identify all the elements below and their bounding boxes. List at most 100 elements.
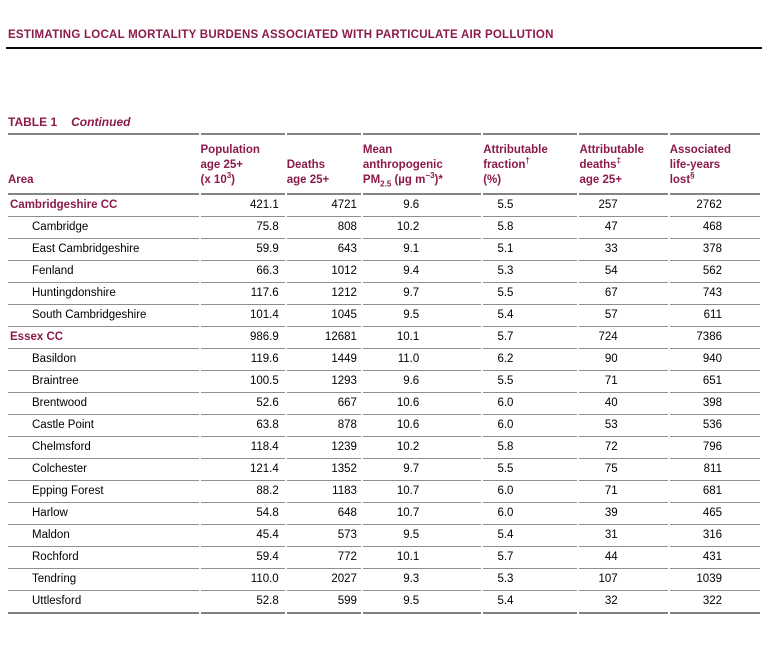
area-cell: South Cambridgeshire: [8, 305, 199, 327]
life-years-cell: 611: [669, 305, 760, 327]
pm25-cell: 10.2: [362, 217, 482, 239]
attributable-deaths-cell: 57: [579, 305, 668, 327]
deaths-cell: 1352: [286, 459, 361, 481]
col-header-attributable-fraction: Attributable fraction† (%): [483, 133, 578, 195]
table-row: Tendring 110.0 2027 9.3 5.3 107 1039: [8, 569, 760, 591]
attributable-fraction-cell: 6.0: [483, 481, 578, 503]
deaths-cell: 2027: [286, 569, 361, 591]
table-row: South Cambridgeshire 101.4 1045 9.5 5.4 …: [8, 305, 760, 327]
life-years-cell: 681: [669, 481, 760, 503]
population-cell: 121.4: [200, 459, 285, 481]
table-row: Harlow 54.8 648 10.7 6.0 39 465: [8, 503, 760, 525]
table-continued-label: Continued: [71, 115, 131, 129]
deaths-cell: 808: [286, 217, 361, 239]
document-page: ESTIMATING LOCAL MORTALITY BURDENS ASSOC…: [0, 29, 768, 614]
area-cell: Huntingdonshire: [8, 283, 199, 305]
attributable-fraction-cell: 5.5: [483, 283, 578, 305]
col-header-population: Population age 25+ (x 103): [200, 133, 285, 195]
deaths-cell: 1045: [286, 305, 361, 327]
area-cell: Chelmsford: [8, 437, 199, 459]
area-cell: Tendring: [8, 569, 199, 591]
title-rule: [6, 47, 762, 49]
area-cell: Cambridge: [8, 217, 199, 239]
area-cell: Rochford: [8, 547, 199, 569]
area-cell: Epping Forest: [8, 481, 199, 503]
table-row: Epping Forest 88.2 1183 10.7 6.0 71 681: [8, 481, 760, 503]
pm25-cell: 10.1: [362, 547, 482, 569]
population-cell: 63.8: [200, 415, 285, 437]
population-cell: 59.9: [200, 239, 285, 261]
attributable-fraction-cell: 6.2: [483, 349, 578, 371]
life-years-cell: 651: [669, 371, 760, 393]
area-cell: Maldon: [8, 525, 199, 547]
population-cell: 45.4: [200, 525, 285, 547]
deaths-cell: 12681: [286, 327, 361, 349]
deaths-cell: 772: [286, 547, 361, 569]
attributable-fraction-cell: 5.4: [483, 591, 578, 614]
pm25-cell: 9.5: [362, 305, 482, 327]
pm25-cell: 9.4: [362, 261, 482, 283]
attributable-fraction-cell: 5.5: [483, 195, 578, 217]
population-cell: 421.1: [200, 195, 285, 217]
area-cell: East Cambridgeshire: [8, 239, 199, 261]
col-header-attributable-deaths: Attributable deaths‡ age 25+: [579, 133, 668, 195]
attributable-deaths-cell: 67: [579, 283, 668, 305]
population-cell: 66.3: [200, 261, 285, 283]
attributable-deaths-cell: 32: [579, 591, 668, 614]
attributable-fraction-cell: 5.4: [483, 525, 578, 547]
population-cell: 101.4: [200, 305, 285, 327]
life-years-cell: 796: [669, 437, 760, 459]
deaths-cell: 4721: [286, 195, 361, 217]
life-years-cell: 1039: [669, 569, 760, 591]
life-years-cell: 398: [669, 393, 760, 415]
deaths-cell: 1212: [286, 283, 361, 305]
population-cell: 59.4: [200, 547, 285, 569]
life-years-cell: 316: [669, 525, 760, 547]
population-cell: 110.0: [200, 569, 285, 591]
table-row: Huntingdonshire 117.6 1212 9.7 5.5 67 74…: [8, 283, 760, 305]
population-cell: 88.2: [200, 481, 285, 503]
deaths-cell: 878: [286, 415, 361, 437]
attributable-deaths-cell: 257: [579, 195, 668, 217]
area-cell: Colchester: [8, 459, 199, 481]
population-cell: 52.6: [200, 393, 285, 415]
pm25-cell: 10.1: [362, 327, 482, 349]
table-row: Castle Point 63.8 878 10.6 6.0 53 536: [8, 415, 760, 437]
col-header-area: Area: [8, 133, 199, 195]
attributable-fraction-cell: 6.0: [483, 393, 578, 415]
population-cell: 119.6: [200, 349, 285, 371]
attributable-deaths-cell: 39: [579, 503, 668, 525]
population-cell: 986.9: [200, 327, 285, 349]
population-cell: 117.6: [200, 283, 285, 305]
area-cell: Fenland: [8, 261, 199, 283]
col-header-deaths: Deaths age 25+: [286, 133, 361, 195]
attributable-deaths-cell: 33: [579, 239, 668, 261]
table-row: Rochford 59.4 772 10.1 5.7 44 431: [8, 547, 760, 569]
area-cell: Castle Point: [8, 415, 199, 437]
life-years-cell: 378: [669, 239, 760, 261]
table-row: Braintree 100.5 1293 9.6 5.5 71 651: [8, 371, 760, 393]
deaths-cell: 667: [286, 393, 361, 415]
life-years-cell: 940: [669, 349, 760, 371]
population-cell: 118.4: [200, 437, 285, 459]
area-cell: Uttlesford: [8, 591, 199, 614]
pm25-cell: 10.6: [362, 393, 482, 415]
table-label: TABLE 1: [8, 115, 58, 129]
pm25-cell: 10.7: [362, 481, 482, 503]
deaths-cell: 643: [286, 239, 361, 261]
attributable-fraction-cell: 6.0: [483, 503, 578, 525]
area-cell: Basildon: [8, 349, 199, 371]
life-years-cell: 468: [669, 217, 760, 239]
attributable-fraction-cell: 5.3: [483, 261, 578, 283]
attributable-fraction-cell: 5.8: [483, 217, 578, 239]
attributable-fraction-cell: 5.3: [483, 569, 578, 591]
attributable-fraction-cell: 5.5: [483, 371, 578, 393]
attributable-fraction-cell: 5.5: [483, 459, 578, 481]
running-title: ESTIMATING LOCAL MORTALITY BURDENS ASSOC…: [8, 29, 554, 41]
attributable-deaths-cell: 31: [579, 525, 668, 547]
attributable-deaths-cell: 107: [579, 569, 668, 591]
attributable-deaths-cell: 44: [579, 547, 668, 569]
attributable-deaths-cell: 724: [579, 327, 668, 349]
col-header-life-years: Associated life-years lost§: [669, 133, 760, 195]
deaths-cell: 648: [286, 503, 361, 525]
